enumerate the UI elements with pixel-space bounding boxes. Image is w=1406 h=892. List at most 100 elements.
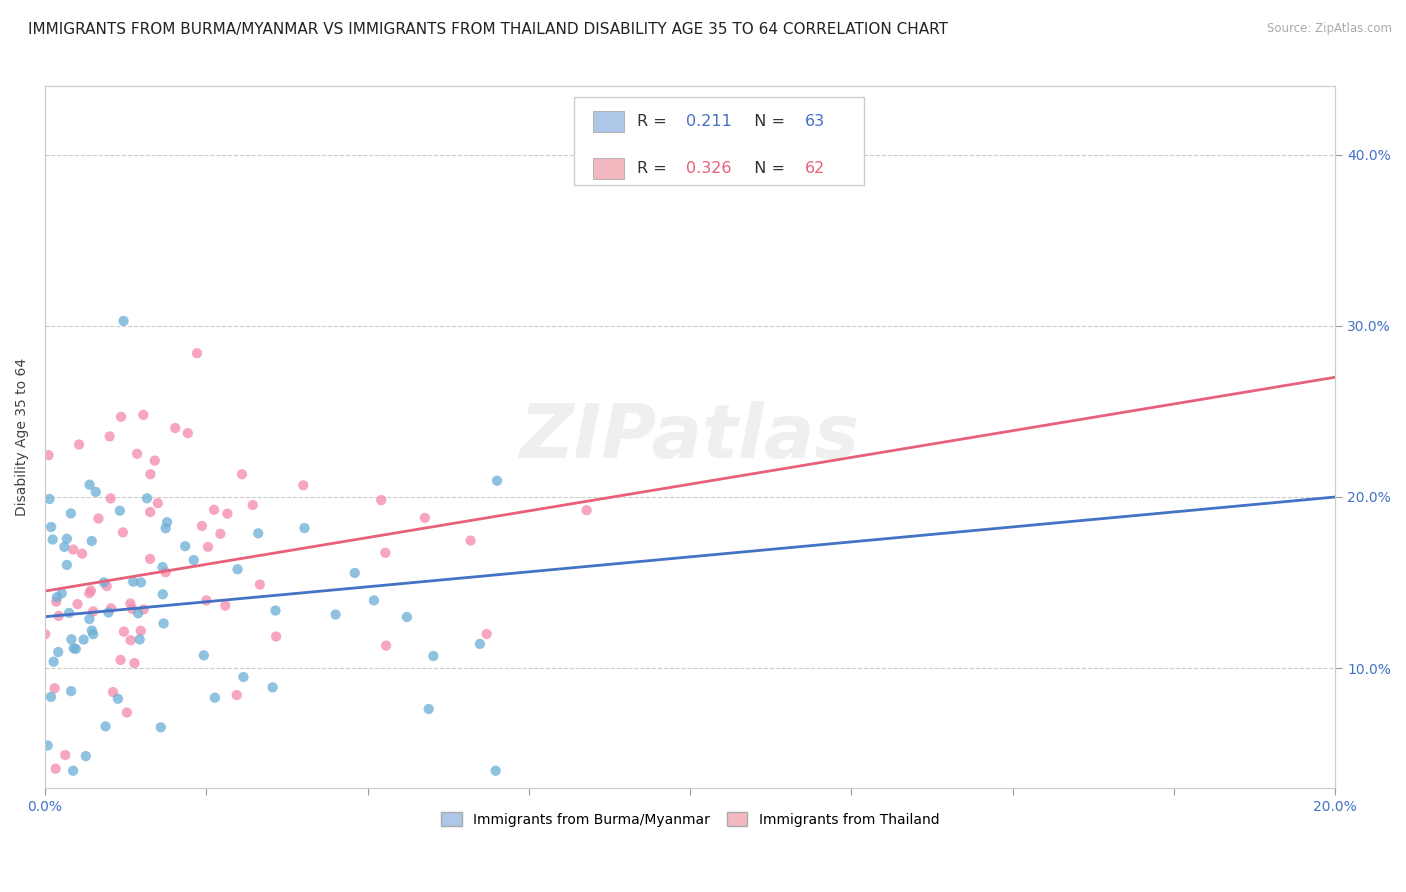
Point	[247, 526, 270, 541]
Point	[209, 526, 232, 541]
Point	[485, 764, 508, 778]
Point	[58, 606, 80, 620]
Point	[80, 624, 103, 638]
Point	[84, 484, 107, 499]
Point	[79, 477, 101, 491]
Point	[110, 653, 132, 667]
Point	[100, 601, 122, 615]
Point	[128, 632, 150, 647]
Point	[343, 566, 366, 580]
Point	[152, 587, 174, 601]
Point	[125, 447, 148, 461]
Point	[53, 540, 76, 554]
Point	[41, 533, 63, 547]
Point	[98, 429, 121, 443]
Point	[174, 539, 197, 553]
FancyBboxPatch shape	[593, 158, 624, 179]
Point	[108, 504, 131, 518]
Point	[101, 685, 124, 699]
Text: 63: 63	[806, 114, 825, 129]
Point	[67, 437, 90, 451]
Point	[136, 491, 159, 506]
Point	[375, 639, 398, 653]
Point	[37, 739, 59, 753]
Point	[152, 560, 174, 574]
Point	[413, 511, 436, 525]
Point	[191, 519, 214, 533]
Point	[129, 575, 152, 590]
Point	[395, 610, 418, 624]
Point	[156, 515, 179, 529]
Point	[66, 597, 89, 611]
FancyBboxPatch shape	[593, 111, 624, 132]
Point	[45, 591, 67, 605]
Point	[143, 453, 166, 467]
Point	[132, 408, 155, 422]
Text: Source: ZipAtlas.com: Source: ZipAtlas.com	[1267, 22, 1392, 36]
Point	[97, 606, 120, 620]
Point	[129, 624, 152, 638]
Point	[120, 597, 142, 611]
Point	[39, 520, 62, 534]
Point	[186, 346, 208, 360]
Point	[53, 747, 76, 762]
Text: 0.326: 0.326	[686, 161, 731, 176]
Point	[93, 575, 115, 590]
Text: N =: N =	[744, 161, 790, 176]
Point	[48, 608, 70, 623]
Point	[152, 616, 174, 631]
Point	[155, 521, 177, 535]
Point	[79, 586, 101, 600]
Point	[139, 552, 162, 566]
Point	[195, 593, 218, 607]
Point	[418, 702, 440, 716]
Point	[242, 498, 264, 512]
Point	[56, 532, 79, 546]
Point	[100, 491, 122, 506]
Point	[177, 426, 200, 441]
Point	[79, 612, 101, 626]
Point	[202, 503, 225, 517]
Point	[46, 645, 69, 659]
Point	[82, 627, 104, 641]
Point	[127, 607, 149, 621]
Point	[460, 533, 482, 548]
FancyBboxPatch shape	[574, 97, 865, 185]
Point	[60, 684, 83, 698]
Point	[44, 681, 66, 696]
Y-axis label: Disability Age 35 to 64: Disability Age 35 to 64	[15, 358, 30, 516]
Point	[115, 706, 138, 720]
Point	[94, 719, 117, 733]
Point	[80, 583, 103, 598]
Point	[575, 503, 598, 517]
Point	[155, 566, 177, 580]
Point	[45, 595, 67, 609]
Point	[486, 474, 509, 488]
Point	[39, 690, 62, 704]
Point	[62, 542, 84, 557]
Point	[132, 602, 155, 616]
Point	[193, 648, 215, 663]
Point	[204, 690, 226, 705]
Point	[70, 547, 93, 561]
Point	[225, 688, 247, 702]
Point	[111, 525, 134, 540]
Point	[82, 604, 104, 618]
Point	[110, 409, 132, 424]
Point	[231, 467, 253, 482]
Point	[325, 607, 347, 622]
Point	[422, 648, 444, 663]
Point	[475, 627, 498, 641]
Text: 0.211: 0.211	[686, 114, 733, 129]
Text: N =: N =	[744, 114, 790, 129]
Point	[146, 496, 169, 510]
Point	[60, 632, 83, 647]
Point	[56, 558, 79, 572]
Point	[112, 314, 135, 328]
Point	[468, 637, 491, 651]
Point	[121, 602, 143, 616]
Point	[217, 507, 239, 521]
Point	[294, 521, 316, 535]
Text: R =: R =	[637, 161, 672, 176]
Point	[139, 505, 162, 519]
